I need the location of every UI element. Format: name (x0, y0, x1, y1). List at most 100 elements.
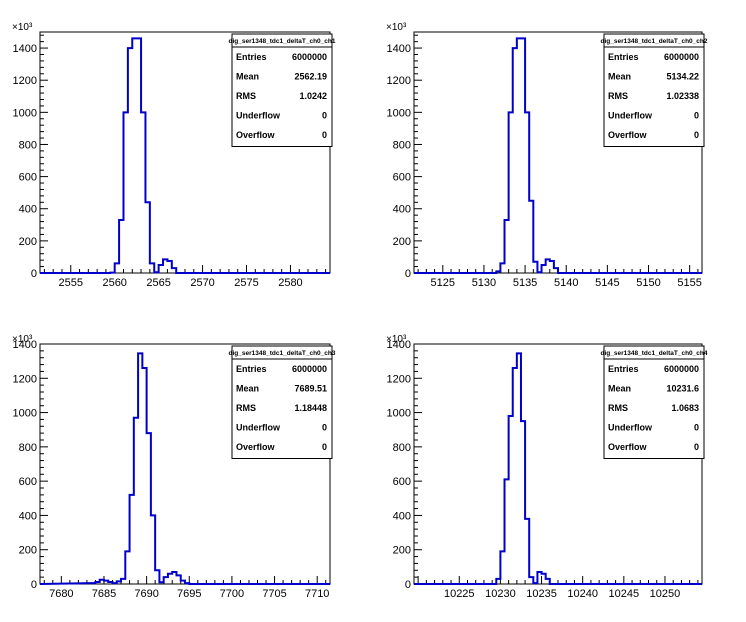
stats-box-frame (231, 345, 333, 459)
y-tick-label: 800 (19, 442, 37, 454)
stats-value: 0 (322, 111, 327, 121)
stats-value: 0 (694, 130, 699, 140)
histogram-panel-3: 7680 7685 7690 7695 7700 7705 7710 0 200 400 600 80… (12, 334, 336, 600)
x-tick-label: 5125 (431, 277, 455, 289)
stats-label: Mean (236, 384, 259, 394)
y-tick-label: 200 (19, 545, 37, 557)
stats-value: 7689.51 (294, 384, 327, 394)
stats-value: 0 (322, 130, 327, 140)
stats-value: 1.0242 (299, 91, 327, 101)
y-tick-label: 0 (405, 579, 411, 591)
histogram-panel-1: 2555 2560 2565 2570 2575 2580 0 200 400 600 800 100… (12, 22, 336, 289)
stats-label: Entries (236, 52, 267, 62)
x-tick-label: 10235 (526, 588, 557, 600)
stats-label: RMS (236, 91, 256, 101)
y-tick-label: 1200 (13, 373, 37, 385)
stats-value: 0 (694, 423, 699, 433)
y-tick-label: 600 (19, 172, 37, 184)
x-tick-label: 5135 (513, 277, 537, 289)
y-tick-label: 400 (393, 204, 411, 216)
x-tick-label: 5150 (636, 277, 660, 289)
stats-box: dig_ser1348_tdc1_deltaT_ch0_ch3 Entries 60… (229, 345, 336, 459)
stats-box-frame (603, 33, 705, 147)
y-tick-label: 800 (393, 442, 411, 454)
x-tick-label: 10245 (609, 588, 640, 600)
y-tick-label: 600 (393, 476, 411, 488)
y-exponent-label: ×10³ (386, 334, 407, 345)
y-exponent-label: ×10³ (386, 22, 407, 33)
stats-value: 1.02338 (666, 91, 699, 101)
x-tick-label: 7695 (177, 588, 201, 600)
stats-box-title: dig_ser1348_tdc1_deltaT_ch0_ch3 (229, 350, 336, 357)
y-tick-label: 1200 (387, 75, 411, 87)
x-tick-label: 5130 (472, 277, 496, 289)
y-tick-label: 800 (393, 139, 411, 151)
y-tick-label: 0 (31, 268, 37, 280)
x-tick-label: 5140 (554, 277, 578, 289)
y-tick-label: 1000 (13, 107, 37, 119)
y-tick-label: 1400 (387, 339, 411, 351)
y-tick-label: 1400 (387, 43, 411, 55)
stats-box-frame (603, 345, 705, 459)
x-tick-label: 2570 (190, 277, 214, 289)
stats-label: Entries (236, 364, 267, 374)
stats-box-frame (231, 33, 333, 147)
stats-label: Mean (608, 384, 631, 394)
stats-box-title: dig_ser1348_tdc1_deltaT_ch0_ch1 (229, 38, 336, 45)
stats-label: Underflow (236, 111, 281, 121)
y-tick-label: 1400 (13, 339, 37, 351)
x-tick-label: 2560 (102, 277, 126, 289)
x-tick-label: 10225 (444, 588, 475, 600)
stats-label: Overflow (608, 130, 648, 140)
x-tick-label: 10230 (485, 588, 516, 600)
histogram-series (414, 37, 702, 274)
stats-value: 0 (322, 442, 327, 452)
stats-value: 1.18448 (294, 403, 327, 413)
x-tick-label: 2555 (59, 277, 83, 289)
stats-label: Overflow (236, 130, 276, 140)
y-tick-label: 0 (31, 579, 37, 591)
x-tick-label: 2565 (146, 277, 170, 289)
stats-label: Underflow (608, 423, 653, 433)
stats-box: dig_ser1348_tdc1_deltaT_ch0_ch1 Entries 60… (229, 33, 336, 147)
stats-value: 10231.6 (666, 384, 699, 394)
y-tick-label: 200 (393, 545, 411, 557)
stats-box-title: dig_ser1348_tdc1_deltaT_ch0_ch4 (601, 350, 708, 357)
x-tick-label: 7690 (134, 588, 158, 600)
x-tick-label: 10250 (650, 588, 681, 600)
stats-label: Entries (608, 52, 639, 62)
y-tick-label: 400 (19, 204, 37, 216)
x-tick-label: 2580 (278, 277, 302, 289)
y-tick-label: 1200 (387, 373, 411, 385)
stats-label: RMS (236, 403, 256, 413)
x-tick-label: 7700 (220, 588, 244, 600)
y-tick-label: 800 (19, 139, 37, 151)
stats-label: RMS (608, 91, 628, 101)
stats-value: 0 (694, 111, 699, 121)
stats-label: Entries (608, 364, 639, 374)
x-tick-label: 7710 (305, 588, 329, 600)
stats-value: 1.0683 (671, 403, 699, 413)
y-exponent-label: ×10³ (12, 22, 33, 33)
histogram-series (414, 352, 702, 585)
stats-box-title: dig_ser1348_tdc1_deltaT_ch0_ch2 (601, 38, 708, 45)
y-tick-label: 0 (405, 268, 411, 280)
stats-value: 0 (694, 442, 699, 452)
stats-label: Overflow (236, 442, 276, 452)
y-tick-label: 1000 (387, 408, 411, 420)
y-exponent-label: ×10³ (12, 334, 33, 345)
stats-value: 6000000 (292, 52, 327, 62)
y-tick-label: 1200 (13, 75, 37, 87)
stats-label: RMS (608, 403, 628, 413)
histogram-panel-4: 10225 10230 10235 10240 10245 10250 0 200 400 600… (386, 334, 708, 600)
stats-value: 6000000 (664, 364, 699, 374)
y-tick-label: 600 (393, 172, 411, 184)
stats-label: Underflow (236, 423, 281, 433)
y-tick-label: 200 (19, 236, 37, 248)
x-tick-label: 10240 (567, 588, 598, 600)
stats-label: Mean (236, 72, 259, 82)
stats-value: 2562.19 (294, 72, 327, 82)
y-tick-label: 400 (393, 510, 411, 522)
x-tick-label: 7705 (262, 588, 286, 600)
histogram-series (40, 37, 330, 274)
